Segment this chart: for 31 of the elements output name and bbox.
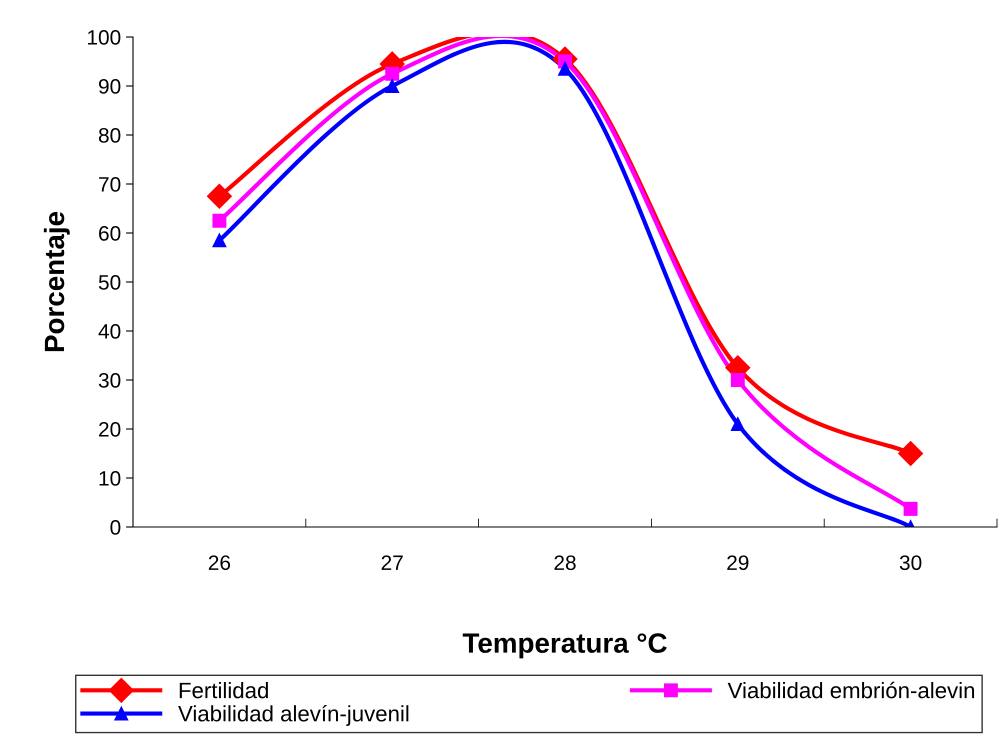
point: [730, 373, 745, 387]
point: [558, 62, 572, 76]
y-tick-label: 10: [100, 471, 120, 486]
x-tick-label: 28: [554, 555, 576, 570]
y-tick-label: 100: [88, 30, 120, 45]
y-tick-label: 80: [98, 128, 120, 143]
point: [206, 184, 232, 209]
y-tick-label: 50: [98, 275, 120, 290]
y-tick-label: 60: [99, 226, 120, 241]
point: [904, 502, 918, 516]
point: [898, 441, 924, 466]
point: [212, 233, 226, 248]
y-axis-title: Porcentaje: [44, 212, 70, 352]
x-tick-label: 29: [727, 555, 748, 570]
x-tick-label: 27: [382, 555, 403, 570]
point: [385, 66, 400, 81]
x-axis-title: Temperatura °C: [462, 633, 667, 658]
y-tick-label: 0: [110, 520, 120, 535]
point: [730, 417, 745, 432]
legend-label: Viabilidad alevín-juvenil: [178, 704, 408, 726]
y-tick-label: 90: [99, 79, 120, 94]
legend-label: Fertilidad: [180, 682, 268, 698]
y-tick-label: 20: [99, 422, 120, 437]
x-tick-label: 26: [208, 555, 230, 570]
x-tick-label: 30: [900, 555, 922, 570]
y-tick-label: 30: [98, 373, 120, 388]
legend-label: Viabilidad embrión-alevin: [728, 682, 974, 698]
y-tick-label: 40: [98, 324, 120, 339]
point: [212, 214, 226, 228]
point: [385, 79, 400, 93]
y-tick-label: 70: [99, 177, 120, 192]
